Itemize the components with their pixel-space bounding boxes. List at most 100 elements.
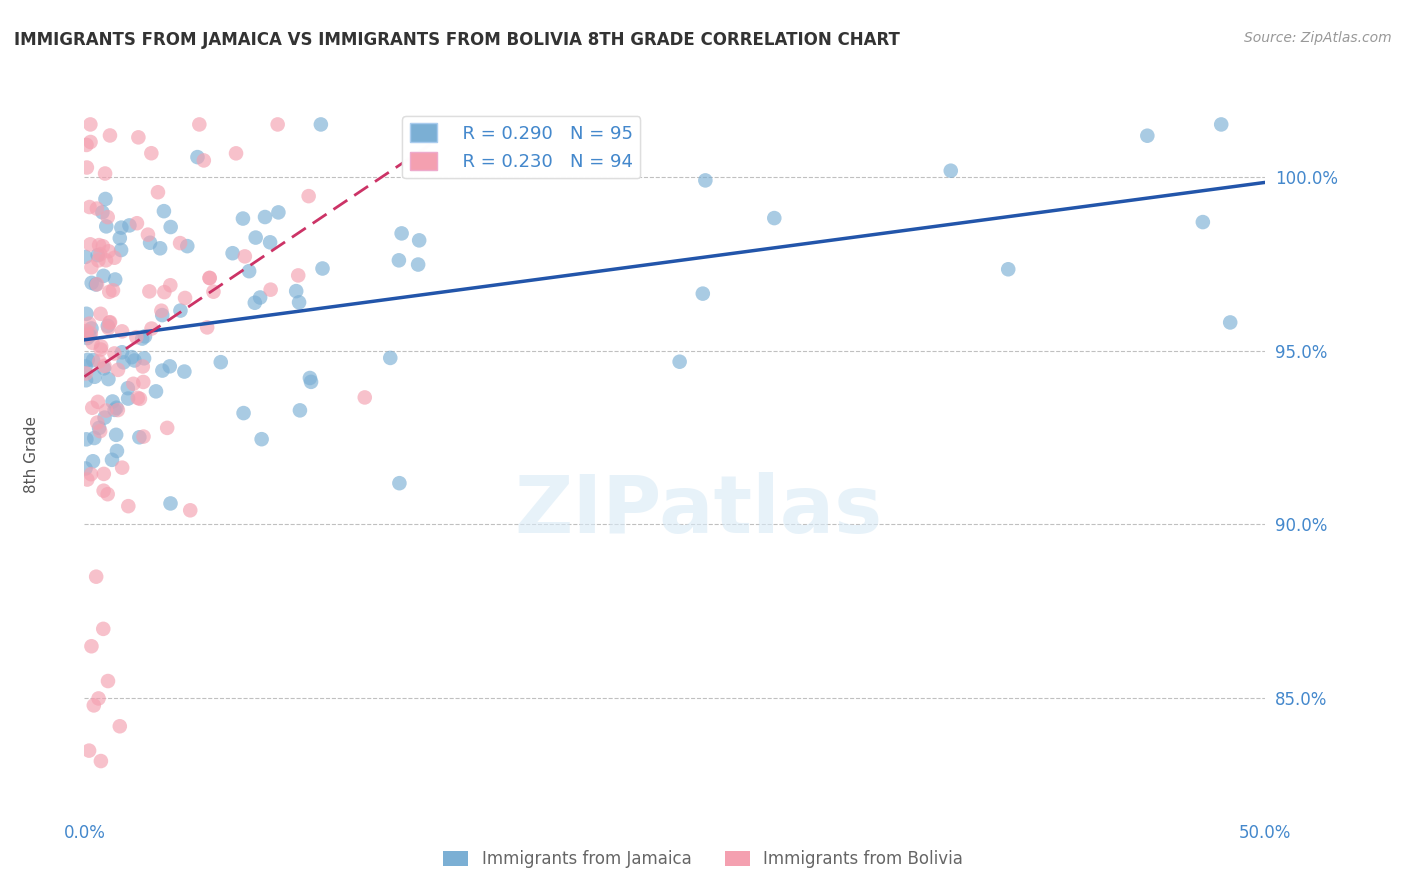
Text: 8th Grade: 8th Grade [24, 417, 39, 493]
Point [149, 241, 172, 255]
Point [84, 570, 107, 584]
Point [298, 189, 321, 203]
Point [173, 365, 195, 379]
Point [1219, 315, 1241, 329]
Point [146, 186, 169, 200]
Point [87, 421, 110, 435]
Point [80, 260, 103, 275]
Point [86, 202, 108, 216]
Point [288, 295, 311, 310]
Point [82, 454, 104, 468]
Point [111, 345, 134, 359]
Point [179, 503, 201, 517]
Point [117, 381, 139, 395]
Point [124, 353, 146, 368]
Point [79, 200, 101, 214]
Point [122, 376, 145, 391]
Point [76, 324, 98, 338]
Point [105, 401, 128, 415]
Point [94, 403, 117, 417]
Point [121, 350, 143, 364]
Point [232, 211, 254, 226]
Point [668, 355, 690, 369]
Point [186, 150, 208, 164]
Point [138, 285, 160, 299]
Point [159, 359, 181, 374]
Point [259, 283, 281, 297]
Point [75, 433, 97, 447]
Point [97, 321, 120, 335]
Point [136, 227, 159, 242]
Point [169, 303, 191, 318]
Point [150, 303, 173, 318]
Point [141, 146, 163, 161]
Point [87, 691, 110, 706]
Point [97, 487, 120, 501]
Point [105, 427, 128, 442]
Point [91, 205, 114, 219]
Point [86, 277, 108, 292]
Point [94, 253, 117, 268]
Text: 50.0%: 50.0% [1239, 823, 1292, 842]
Point [128, 430, 150, 444]
Point [287, 268, 309, 283]
Point [97, 318, 120, 333]
Point [77, 317, 100, 331]
Point [353, 391, 375, 405]
Point [1211, 118, 1233, 132]
Point [98, 316, 121, 330]
Point [110, 220, 132, 235]
Point [132, 429, 155, 443]
Point [107, 363, 129, 377]
Point [76, 473, 98, 487]
Point [159, 496, 181, 510]
Point [101, 394, 124, 409]
Point [82, 353, 104, 368]
Point [391, 227, 413, 241]
Point [692, 286, 714, 301]
Point [89, 424, 111, 438]
Point [80, 276, 103, 290]
Point [388, 476, 411, 491]
Point [79, 237, 101, 252]
Point [176, 239, 198, 253]
Point [93, 467, 115, 481]
Point [90, 307, 112, 321]
Point [75, 367, 97, 381]
Point [94, 192, 117, 206]
Point [150, 308, 173, 322]
Point [139, 235, 162, 250]
Point [108, 719, 131, 733]
Point [96, 219, 118, 234]
Point [408, 233, 430, 247]
Point [87, 395, 110, 409]
Point [193, 153, 215, 168]
Point [79, 135, 101, 149]
Point [285, 284, 308, 298]
Point [250, 432, 273, 446]
Point [79, 118, 101, 132]
Point [105, 444, 128, 458]
Point [93, 268, 115, 283]
Point [98, 128, 121, 143]
Point [153, 285, 176, 299]
Point [93, 483, 115, 498]
Point [76, 307, 98, 321]
Point [107, 403, 129, 417]
Point [221, 246, 243, 260]
Point [129, 392, 152, 406]
Point [80, 640, 103, 654]
Legend: Immigrants from Jamaica, Immigrants from Bolivia: Immigrants from Jamaica, Immigrants from… [436, 844, 970, 875]
Point [97, 210, 120, 224]
Point [97, 244, 120, 259]
Point [110, 243, 132, 257]
Point [195, 320, 218, 334]
Point [243, 295, 266, 310]
Point [93, 361, 115, 376]
Point [134, 329, 156, 343]
Point [94, 167, 117, 181]
Point [225, 146, 247, 161]
Point [125, 216, 148, 230]
Point [93, 410, 115, 425]
Point [299, 375, 322, 389]
